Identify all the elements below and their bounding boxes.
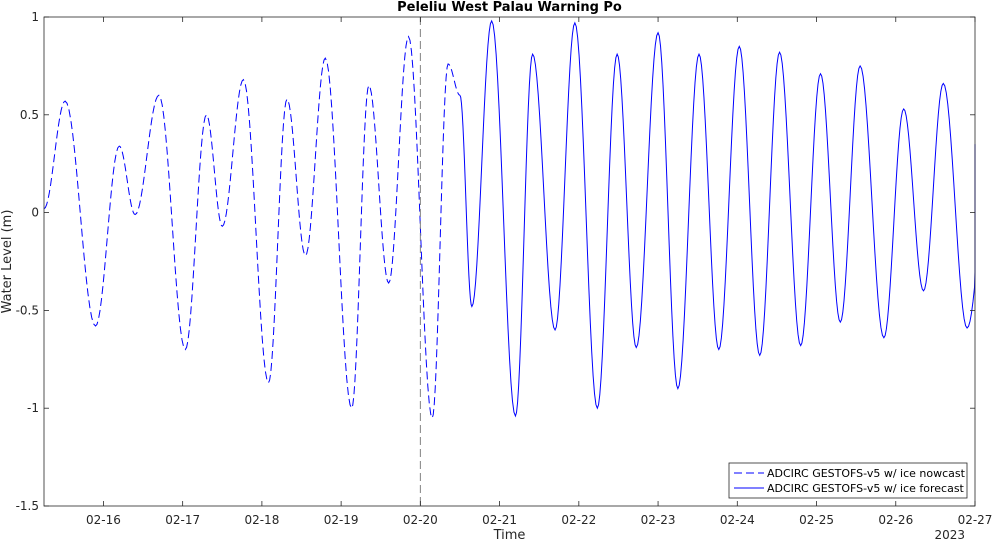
y-tick-label: 1: [31, 10, 39, 24]
x-tick-label: 02-16: [86, 513, 121, 527]
x-tick-label: 02-20: [403, 513, 438, 527]
y-tick-label: 0: [31, 206, 39, 220]
x-axis-year-label: 2023: [934, 528, 965, 541]
legend-entry-forecast: ADCIRC GESTOFS-v5 w/ ice forecast: [767, 482, 965, 495]
x-tick-label: 02-18: [244, 513, 279, 527]
y-axis: 1 0.5 0 -0.5 -1 -1.5: [16, 10, 975, 513]
x-tick-label: 02-26: [878, 513, 913, 527]
legend: ADCIRC GESTOFS-v5 w/ ice nowcast ADCIRC …: [728, 462, 968, 499]
legend-box: [728, 462, 968, 499]
y-tick-label: 0.5: [20, 108, 39, 122]
y-axis-title: Water Level (m): [0, 210, 15, 314]
x-tick-label: 02-21: [482, 513, 517, 527]
y-tick-label: -0.5: [16, 303, 39, 317]
x-axis: 02-16 02-17 02-18 02-19 02-20 02-21 02-22 02-23…: [86, 17, 992, 527]
x-tick-label: 02-22: [561, 513, 596, 527]
x-tick-label: 02-27: [958, 513, 992, 527]
y-tick-label: -1.5: [16, 499, 39, 513]
plot-area: [44, 17, 975, 506]
axes-frame: [43, 16, 976, 507]
x-axis-title: Time: [493, 528, 526, 541]
legend-entry-nowcast: ADCIRC GESTOFS-v5 w/ ice nowcast: [767, 467, 966, 480]
series-layer: [43, 19, 976, 420]
x-tick-label: 02-24: [720, 513, 755, 527]
x-tick-label: 02-25: [799, 513, 834, 527]
chart-title: Peleliu West Palau Warning Po: [397, 0, 622, 15]
y-tick-label: -1: [27, 401, 39, 415]
x-tick-label: 02-19: [324, 513, 359, 527]
x-tick-label: 02-17: [165, 513, 200, 527]
x-tick-label: 02-23: [641, 513, 676, 527]
series-line-forecast: [459, 19, 976, 418]
